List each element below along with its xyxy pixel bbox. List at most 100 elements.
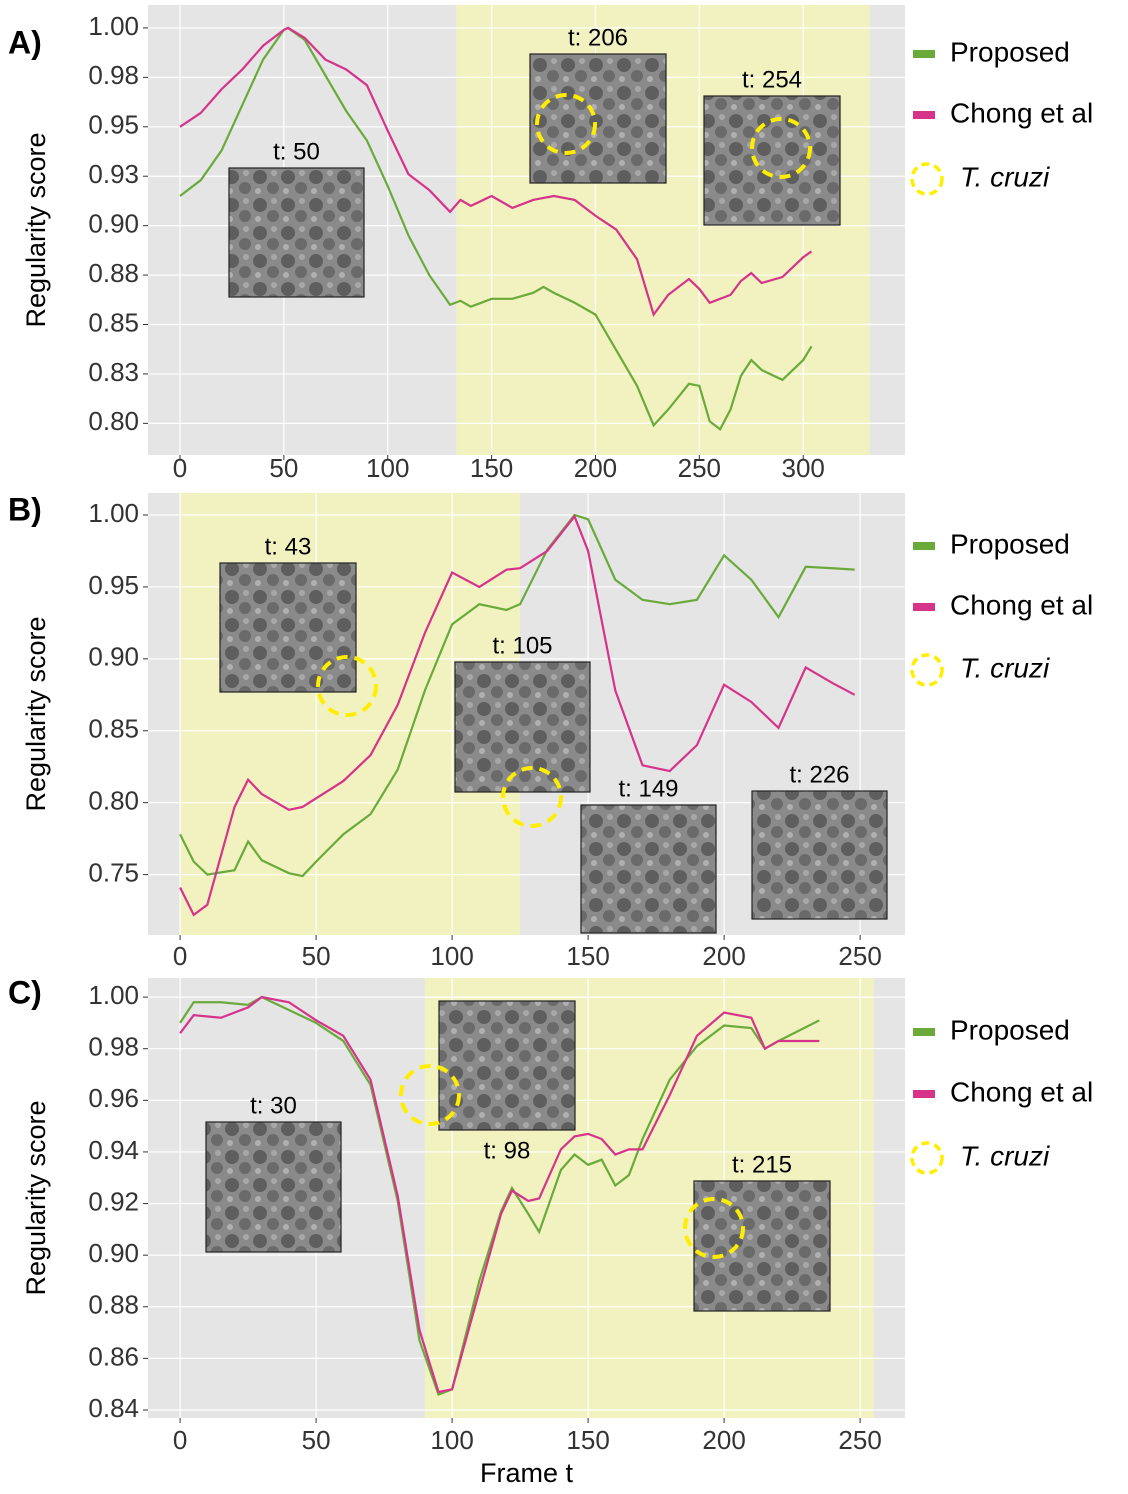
x-tick-label: 0 xyxy=(173,453,187,483)
series-line xyxy=(179,513,855,878)
x-tick-label: 150 xyxy=(566,941,609,971)
y-tick-label: 0.83 xyxy=(88,357,139,387)
y-tick-label: 1.00 xyxy=(88,980,139,1010)
legend-label: Proposed xyxy=(950,1014,1070,1045)
x-tick-label: 300 xyxy=(782,453,825,483)
series-line xyxy=(179,995,820,1394)
inset-image xyxy=(454,661,591,793)
inset-label: t: 226 xyxy=(789,761,849,788)
inset-label: t: 149 xyxy=(618,775,678,802)
inset-image xyxy=(529,53,667,184)
y-tick-label: 0.95 xyxy=(88,110,139,140)
inset-label: t: 105 xyxy=(492,632,552,659)
legend-label: T. cruzi xyxy=(960,1140,1050,1171)
legend-key-marker xyxy=(910,162,944,196)
y-axis-title: Regularity score xyxy=(21,1100,51,1295)
x-tick-label: 250 xyxy=(678,453,721,483)
y-tick-label: 0.86 xyxy=(88,1341,139,1371)
y-axis-title: Regularity score xyxy=(21,132,51,327)
y-tick-label: 1.00 xyxy=(88,498,139,528)
y-tick-label: 0.98 xyxy=(88,60,139,90)
inset-image xyxy=(438,1000,576,1131)
legend-label: T. cruzi xyxy=(960,161,1050,192)
legend-key xyxy=(913,111,935,119)
legend-key xyxy=(913,542,935,550)
legend-key xyxy=(913,1090,935,1098)
parasite-marker xyxy=(399,1064,461,1126)
y-axis-title: Regularity score xyxy=(21,616,51,811)
x-tick-label: 100 xyxy=(430,1425,473,1455)
legend-label: Proposed xyxy=(950,528,1070,559)
y-tick-label: 0.85 xyxy=(88,307,139,337)
inset-image xyxy=(228,167,365,298)
y-tick-label: 0.95 xyxy=(88,570,139,600)
series-line xyxy=(179,26,813,318)
legend-key xyxy=(913,603,935,611)
legend-label: Chong et al xyxy=(950,97,1093,128)
y-tick-label: 0.90 xyxy=(88,642,139,672)
y-tick-label: 0.90 xyxy=(88,1238,139,1268)
y-tick-label: 0.88 xyxy=(88,1290,139,1320)
legend-label: Chong et al xyxy=(950,1076,1093,1107)
inset-label: t: 215 xyxy=(732,1151,792,1178)
x-tick-label: 150 xyxy=(470,453,513,483)
x-tick-label: 50 xyxy=(302,941,331,971)
x-tick-label: 200 xyxy=(702,941,745,971)
x-tick-label: 0 xyxy=(173,1425,187,1455)
legend-label: Chong et al xyxy=(950,589,1093,620)
y-tick-label: 0.84 xyxy=(88,1393,139,1423)
y-tick-label: 0.92 xyxy=(88,1186,139,1216)
series-line xyxy=(179,514,856,917)
x-tick-label: 50 xyxy=(269,453,298,483)
y-tick-label: 0.94 xyxy=(88,1135,139,1165)
parasite-marker xyxy=(683,1197,745,1259)
x-tick-label: 250 xyxy=(838,941,881,971)
inset-label: t: 98 xyxy=(484,1137,531,1164)
legend-label: Proposed xyxy=(950,36,1070,67)
inset-label: t: 43 xyxy=(265,533,312,560)
legend-key-marker xyxy=(910,1141,944,1175)
x-tick-label: 100 xyxy=(366,453,409,483)
x-tick-label: 0 xyxy=(173,941,187,971)
panel-label: A) xyxy=(8,24,42,60)
panel-label: B) xyxy=(8,491,42,527)
legend-label: T. cruzi xyxy=(960,652,1050,683)
panel: 0.75 0.80 0.85 0.90 0.95 1.00 0 50 100 150 200 250 t… xyxy=(8,491,1093,970)
inset-image xyxy=(580,804,717,934)
x-tick-label: 100 xyxy=(430,941,473,971)
panel: 0.80 0.83 0.85 0.88 0.90 0.93 0.95 0.98 1.00 0 50 1… xyxy=(8,5,1093,483)
inset-label: t: 30 xyxy=(250,1092,297,1119)
y-tick-label: 0.90 xyxy=(88,209,139,239)
y-tick-label: 0.93 xyxy=(88,159,139,189)
x-tick-label: 200 xyxy=(574,453,617,483)
inset-label: t: 206 xyxy=(568,24,628,51)
inset-image xyxy=(219,562,357,693)
x-tick-label: 250 xyxy=(838,1425,881,1455)
y-tick-label: 0.98 xyxy=(88,1032,139,1062)
inset-image xyxy=(751,790,888,920)
x-tick-label: 200 xyxy=(702,1425,745,1455)
inset-image xyxy=(205,1121,342,1253)
legend-key xyxy=(913,1028,935,1036)
parasite-marker xyxy=(316,655,378,717)
y-tick-label: 0.85 xyxy=(88,714,139,744)
legend-key-marker xyxy=(910,653,944,687)
parasite-marker xyxy=(501,766,563,828)
y-tick-label: 1.00 xyxy=(88,11,139,41)
y-tick-label: 0.75 xyxy=(88,857,139,887)
panel: 0.84 0.86 0.88 0.90 0.92 0.94 0.96 0.98 1.00 0 50 1… xyxy=(8,974,1093,1488)
x-axis-title: Frame t xyxy=(480,1458,574,1488)
inset-image xyxy=(693,1180,831,1312)
panel-label: C) xyxy=(8,974,42,1010)
y-tick-label: 0.96 xyxy=(88,1083,139,1113)
legend-key xyxy=(913,50,935,58)
inset-label: t: 254 xyxy=(742,66,802,93)
y-tick-label: 0.80 xyxy=(88,406,139,436)
parasite-marker xyxy=(750,117,812,179)
y-tick-label: 0.80 xyxy=(88,786,139,816)
x-tick-label: 50 xyxy=(302,1425,331,1455)
x-tick-label: 150 xyxy=(566,1425,609,1455)
inset-image xyxy=(703,95,841,226)
